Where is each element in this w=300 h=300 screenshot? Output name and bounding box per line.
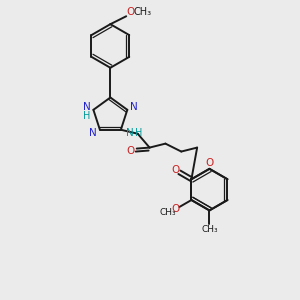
Text: N: N [89, 128, 97, 138]
Text: N: N [82, 102, 90, 112]
Text: O: O [127, 146, 135, 156]
Text: O: O [171, 165, 179, 175]
Text: H: H [83, 111, 90, 121]
Text: CH₃: CH₃ [201, 225, 218, 234]
Text: O: O [126, 7, 134, 17]
Text: N: N [126, 128, 134, 138]
Text: O: O [205, 158, 214, 168]
Text: N: N [130, 102, 138, 112]
Text: H: H [135, 128, 142, 138]
Text: CH₃: CH₃ [159, 208, 176, 217]
Text: O: O [171, 204, 179, 214]
Text: CH₃: CH₃ [133, 7, 151, 17]
